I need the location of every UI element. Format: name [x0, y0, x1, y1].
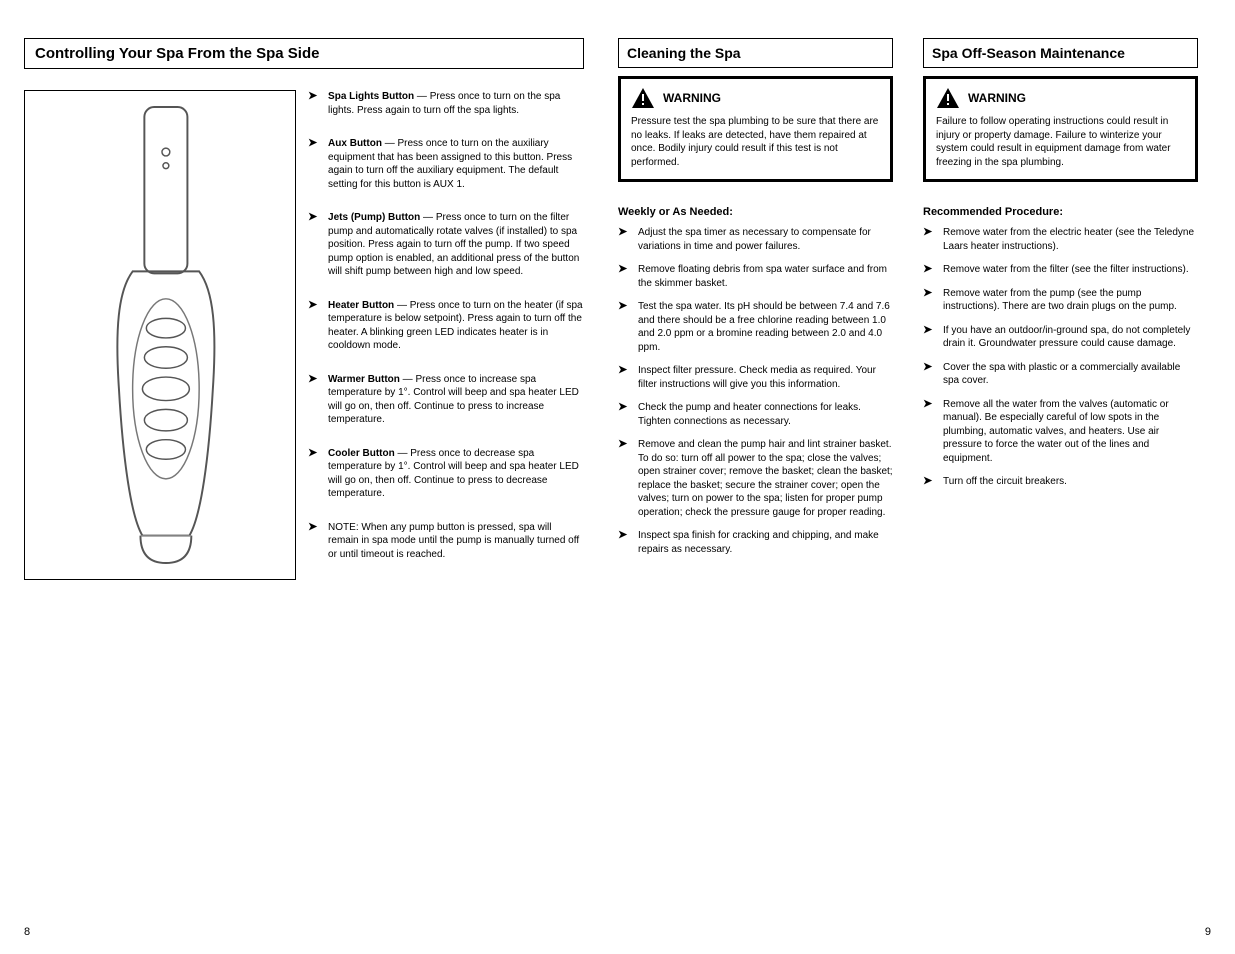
cleaning-column: Cleaning the Spa WARNING Pressure test t… [618, 38, 893, 581]
bullet-arrow-icon: ➤ [923, 324, 935, 351]
list-item-text: Cover the spa with plastic or a commerci… [943, 361, 1198, 388]
description-item: ➤Cooler Button — Press once to decrease … [308, 447, 584, 501]
description-column: ➤ Spa Lights Button — Press once to turn … [308, 90, 584, 581]
description-item: ➤Jets (Pump) Button — Press once to turn… [308, 211, 584, 279]
warning-icon [936, 87, 960, 109]
list-item: ➤Test the spa water. Its pH should be be… [618, 300, 893, 354]
list-item-text: Remove water from the pump (see the pump… [943, 287, 1198, 314]
list-item: ➤ Check the pump and heater connections f… [618, 401, 893, 428]
list-item: ➤Remove all the water from the valves (a… [923, 398, 1198, 466]
description-heading: Spa Lights Button [328, 91, 414, 102]
page-number-left: 8 [24, 926, 30, 938]
list-item: ➤ Turn off the circuit breakers. [923, 475, 1198, 489]
list-item: ➤ Remove water from the pump (see the pum… [923, 287, 1198, 314]
description-text: Aux Button — Press once to turn on the a… [328, 137, 584, 191]
description-heading: Warmer Button [328, 374, 400, 385]
description-item: ➤Warmer Button — Press once to increase … [308, 373, 584, 427]
description-text: Heater Button — Press once to turn on th… [328, 299, 584, 353]
list-item-text: Adjust the spa timer as necessary to com… [638, 226, 893, 253]
list-item-text: Test the spa water. Its pH should be bet… [638, 300, 893, 354]
list-item-text: Remove water from the electric heater (s… [943, 226, 1198, 253]
bullet-arrow-icon: ➤ [308, 447, 320, 501]
cleaning-subhead: Weekly or As Needed: [618, 206, 893, 218]
bullet-arrow-icon: ➤ [308, 211, 320, 279]
cleaning-title: Cleaning the Spa [618, 38, 893, 68]
bullet-arrow-icon: ➤ [308, 299, 320, 353]
maintenance-title: Spa Off-Season Maintenance [923, 38, 1198, 68]
bullet-arrow-icon: ➤ [308, 373, 320, 427]
bullet-arrow-icon: ➤ [308, 137, 320, 191]
bullet-arrow-icon: ➤ [618, 226, 630, 253]
page-number-right: 9 [1205, 926, 1211, 938]
description-heading: Jets (Pump) Button [328, 212, 420, 223]
list-item-text: Check the pump and heater connections fo… [638, 401, 893, 428]
bullet-arrow-icon: ➤ [308, 521, 320, 562]
list-item: ➤Remove and clean the pump hair and lint… [618, 438, 893, 519]
description-item: ➤ Spa Lights Button — Press once to turn … [308, 90, 584, 117]
list-item: ➤ Remove floating debris from spa water s… [618, 263, 893, 290]
description-item: ➤Aux Button — Press once to turn on the … [308, 137, 584, 191]
right-columns: Cleaning the Spa WARNING Pressure test t… [618, 38, 1198, 581]
bullet-arrow-icon: ➤ [618, 300, 630, 354]
maintenance-bullets: ➤ Remove water from the electric heater (… [923, 226, 1198, 499]
list-item: ➤ Cover the spa with plastic or a commerc… [923, 361, 1198, 388]
list-item: ➤ Remove water from the electric heater (… [923, 226, 1198, 253]
bullet-arrow-icon: ➤ [923, 361, 935, 388]
list-item-text: Remove and clean the pump hair and lint … [638, 438, 893, 519]
bullet-arrow-icon: ➤ [618, 438, 630, 519]
bullet-arrow-icon: ➤ [923, 287, 935, 314]
description-heading: Heater Button [328, 300, 394, 311]
list-item-text: Inspect filter pressure. Check media as … [638, 364, 893, 391]
cleaning-bullets: ➤ Adjust the spa timer as necessary to co… [618, 226, 893, 566]
description-text: Cooler Button — Press once to decrease s… [328, 447, 584, 501]
warning-label: WARNING [663, 90, 721, 106]
list-item-text: Remove water from the filter (see the fi… [943, 263, 1198, 277]
list-item: ➤ Inspect filter pressure. Check media as… [618, 364, 893, 391]
list-item: ➤ If you have an outdoor/in-ground spa, d… [923, 324, 1198, 351]
bullet-arrow-icon: ➤ [308, 90, 320, 117]
warning-body: Failure to follow operating instructions… [936, 115, 1185, 169]
maintenance-column: Spa Off-Season Maintenance WARNING Failu… [923, 38, 1198, 581]
page-root: Controlling Your Spa From the Spa Side [0, 0, 1235, 601]
bullet-arrow-icon: ➤ [618, 529, 630, 556]
list-item-text: Remove floating debris from spa water su… [638, 263, 893, 290]
description-text: Spa Lights Button — Press once to turn o… [328, 90, 584, 117]
warning-icon [631, 87, 655, 109]
description-text: Jets (Pump) Button — Press once to turn … [328, 211, 584, 279]
description-text: NOTE: When any pump button is pressed, s… [328, 521, 584, 562]
bullet-arrow-icon: ➤ [923, 475, 935, 489]
maintenance-warning: WARNING Failure to follow operating inst… [923, 76, 1198, 182]
left-column: Controlling Your Spa From the Spa Side [24, 38, 584, 581]
list-item-text: If you have an outdoor/in-ground spa, do… [943, 324, 1198, 351]
warning-label: WARNING [968, 90, 1026, 106]
bullet-arrow-icon: ➤ [618, 401, 630, 428]
remote-illustration [24, 90, 296, 580]
list-item-text: Inspect spa finish for cracking and chip… [638, 529, 893, 556]
description-item: ➤Heater Button — Press once to turn on t… [308, 299, 584, 353]
warning-body: Pressure test the spa plumbing to be sur… [631, 115, 880, 169]
description-heading: Cooler Button [328, 448, 395, 459]
maintenance-subhead: Recommended Procedure: [923, 206, 1198, 218]
description-heading: Aux Button [328, 138, 382, 149]
list-item-text: Remove all the water from the valves (au… [943, 398, 1198, 466]
bullet-arrow-icon: ➤ [923, 263, 935, 277]
description-item: ➤NOTE: When any pump button is pressed, … [308, 521, 584, 562]
bullet-arrow-icon: ➤ [618, 364, 630, 391]
list-item-text: Turn off the circuit breakers. [943, 475, 1198, 489]
description-body: NOTE: When any pump button is pressed, s… [328, 522, 579, 560]
list-item: ➤ Inspect spa finish for cracking and chi… [618, 529, 893, 556]
description-text: Warmer Button — Press once to increase s… [328, 373, 584, 427]
cleaning-warning: WARNING Pressure test the spa plumbing t… [618, 76, 893, 182]
bullet-arrow-icon: ➤ [618, 263, 630, 290]
bullet-arrow-icon: ➤ [923, 398, 935, 466]
page-title: Controlling Your Spa From the Spa Side [24, 38, 584, 69]
list-item: ➤ Adjust the spa timer as necessary to co… [618, 226, 893, 253]
bullet-arrow-icon: ➤ [923, 226, 935, 253]
list-item: ➤ Remove water from the filter (see the f… [923, 263, 1198, 277]
